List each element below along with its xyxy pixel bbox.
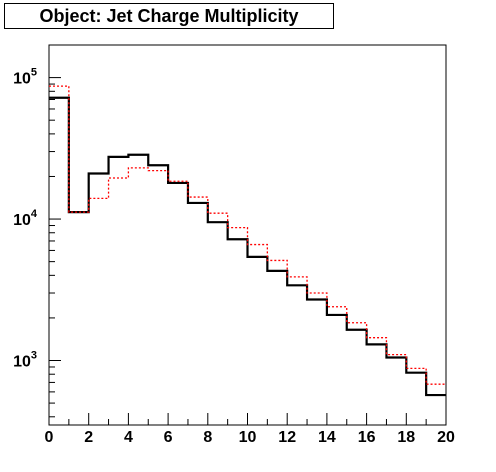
axis-labels: 0 2 4 6 8 10 12 14 16 18 20 103 104 105 (13, 67, 455, 446)
series-layer (49, 85, 446, 397)
series-line-red-dashed (49, 85, 446, 385)
chart-title: Object: Jet Charge Multiplicity (39, 5, 299, 26)
x-tick-label: 16 (358, 429, 376, 446)
chart-title-box: Object: Jet Charge Multiplicity (4, 3, 334, 29)
axis-ticks (48, 77, 447, 425)
series-line-black (49, 96, 446, 397)
y-tick-label: 104 (13, 208, 38, 229)
x-tick-label: 10 (239, 429, 257, 446)
x-tick-label: 2 (84, 429, 93, 446)
x-tick-label: 8 (203, 429, 212, 446)
x-tick-label: 6 (164, 429, 173, 446)
x-tick-label: 14 (318, 429, 336, 446)
x-tick-label: 18 (397, 429, 415, 446)
x-tick-label: 0 (45, 429, 54, 446)
x-tick-label: 12 (278, 429, 296, 446)
y-tick-label: 103 (13, 350, 37, 371)
x-tick-label: 4 (124, 429, 133, 446)
x-tick-label: 20 (437, 429, 455, 446)
plot-frame (48, 44, 447, 426)
y-tick-label: 105 (13, 67, 37, 88)
